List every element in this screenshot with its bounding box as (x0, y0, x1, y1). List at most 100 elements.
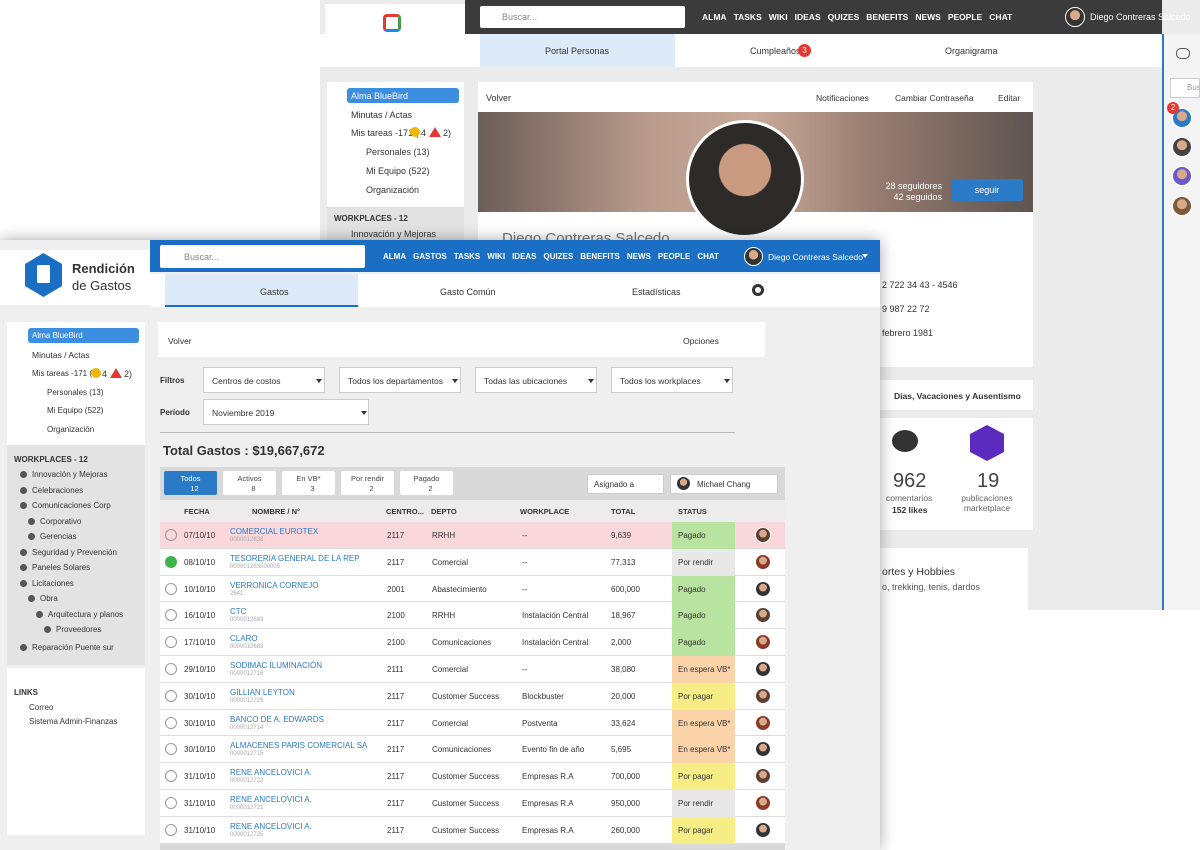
sidebar-item[interactable]: Minutas / Actas (351, 110, 413, 120)
cell-name[interactable]: COMERCIAL EUROTEX (230, 527, 319, 536)
nav-link[interactable]: TASKS (453, 252, 481, 261)
cell-name[interactable]: TESORERIA GENERAL DE LA REP (230, 553, 360, 563)
cell-name[interactable]: RENE ANCELOVICI A. (230, 795, 312, 804)
cell-name[interactable]: SODIMAC ILUMINACIÓN (230, 661, 323, 670)
nav-link[interactable]: WIKI (768, 12, 788, 22)
row-check[interactable] (165, 823, 177, 836)
status-tab[interactable] (164, 471, 217, 495)
nav-link[interactable]: PEOPLE (657, 252, 691, 261)
search-box[interactable]: Buscar... (160, 245, 365, 268)
nav-link[interactable]: PEOPLE (947, 12, 983, 22)
tab[interactable]: Portal Personas (545, 46, 610, 56)
workplace[interactable]: Innovación y Mejoras (351, 229, 437, 239)
nav-link[interactable]: BENEFITS (580, 252, 620, 261)
vacations-title[interactable]: Días, Vacaciones y Ausentismo (894, 391, 1021, 401)
assignee-select[interactable]: Michael Chang (670, 474, 778, 494)
workplace[interactable]: Arquitectura y planos (48, 609, 124, 619)
back-link[interactable]: Volver (486, 93, 512, 103)
row-check[interactable] (165, 529, 177, 541)
sidebar-item[interactable]: Alma BlueBird (32, 331, 83, 340)
sidebar-sub[interactable]: Mi Equipo (522) (47, 406, 104, 415)
tab[interactable]: Gastos (260, 287, 289, 297)
workplace[interactable]: Comunicaciones Corp (32, 501, 111, 510)
back-link[interactable]: Volver (168, 336, 192, 346)
nav-link[interactable]: CHAT (989, 12, 1013, 22)
nav-link[interactable]: ALMA (702, 12, 727, 22)
sidebar-item[interactable]: Mis tareas -171 ( (351, 128, 419, 138)
workplace[interactable]: Licitaciones (32, 578, 74, 588)
nav-link[interactable]: IDEAS (794, 12, 821, 22)
workplace[interactable]: Reparación Puente sur (32, 642, 114, 652)
nav-link[interactable]: GASTOS (413, 252, 447, 261)
workplace[interactable]: Paneles Solares (32, 563, 91, 572)
row-check[interactable] (165, 555, 177, 568)
user-name[interactable]: Diego Contreras Salcedo (1090, 12, 1191, 22)
filter-select[interactable]: Todos los workplaces (611, 367, 733, 393)
period-select[interactable]: Noviembre 2019 (203, 399, 369, 425)
status-tab[interactable] (282, 471, 335, 495)
tab[interactable]: Gasto Común (440, 287, 496, 297)
status-tab[interactable] (400, 471, 453, 495)
nav-link[interactable]: QUIZES (827, 12, 860, 22)
sidebar-sub[interactable]: Mi Equipo (522) (366, 166, 430, 176)
nav-link[interactable]: BENEFITS (866, 12, 909, 22)
nav-link[interactable]: NEWS (626, 252, 651, 261)
profile-action[interactable]: Editar (998, 93, 1021, 103)
filter-select[interactable]: Todas las ubicaciones (475, 367, 597, 393)
workplace[interactable]: Innovación y Mejoras (32, 470, 108, 479)
sidebar-sub[interactable]: Personales (13) (366, 147, 430, 157)
cell-name[interactable]: RENE ANCELOVICI A. (230, 821, 312, 831)
status-tab[interactable] (341, 471, 394, 495)
workplace[interactable]: Proveedores (56, 625, 102, 634)
follow-button[interactable]: seguir (951, 179, 1023, 201)
row-check[interactable] (165, 663, 177, 675)
filter-select[interactable]: Todos los departamentos (339, 367, 461, 393)
rail-search[interactable]: Bus (1170, 78, 1200, 98)
profile-action[interactable]: Cambiar Contraseña (895, 93, 974, 103)
row-check[interactable] (165, 716, 177, 729)
tab[interactable]: Organigrama (945, 46, 998, 56)
workplace[interactable]: Obra (40, 594, 58, 603)
cell-name[interactable]: CTC (230, 607, 247, 617)
cell-name[interactable]: RENE ANCELOVICI A. (230, 768, 312, 778)
nav-link[interactable]: CHAT (697, 252, 719, 261)
row-check[interactable] (165, 689, 177, 702)
status-tab[interactable] (223, 471, 276, 495)
user-name[interactable]: Diego Contreras Salcedo (768, 252, 863, 262)
nav-link[interactable]: ALMA (383, 252, 407, 261)
nav-link[interactable]: NEWS (915, 12, 941, 22)
sidebar-sub[interactable]: Organización (47, 425, 95, 434)
link[interactable]: Sistema Admin-Finanzas (29, 717, 118, 726)
row-check[interactable] (165, 636, 177, 649)
sidebar-item[interactable]: Alma BlueBird (351, 91, 409, 101)
sidebar-sub[interactable]: Organización (366, 185, 420, 195)
tab[interactable]: Estadísticas (632, 287, 681, 297)
sidebar-item[interactable]: Minutas / Actas (32, 350, 90, 360)
workplace[interactable]: Gerencias (40, 532, 77, 541)
workplace[interactable]: Corporativo (40, 516, 82, 526)
row-check[interactable] (165, 743, 177, 756)
options[interactable]: Opciones (683, 336, 719, 346)
row-check[interactable] (165, 770, 177, 783)
filter-select[interactable]: Centros de costos (203, 367, 325, 393)
nav-link[interactable]: IDEAS (512, 252, 537, 261)
row-check[interactable] (165, 797, 177, 809)
profile-action[interactable]: Notificaciones (816, 93, 869, 103)
nav-link[interactable]: QUIZES (543, 252, 574, 261)
cell-name[interactable]: BANCO DE A. EDWARDS (230, 714, 324, 724)
cell-name[interactable]: ALMACENES PARIS COMERCIAL SA (230, 741, 368, 751)
row-check[interactable] (165, 582, 177, 595)
assigned-select[interactable]: Asignado a (587, 474, 664, 494)
row-check[interactable] (165, 609, 177, 622)
workplace[interactable]: Celebraciones (32, 485, 84, 495)
link[interactable]: Correo (29, 703, 54, 712)
cell-name[interactable]: VERRONICA CORNEJO (230, 580, 319, 590)
sidebar-sub[interactable]: Personales (13) (47, 388, 104, 397)
search-box[interactable]: Buscar... (480, 6, 685, 28)
tab[interactable]: Cumpleaños (750, 46, 801, 56)
cell-name[interactable]: CLARO (230, 634, 258, 644)
workplace[interactable]: Seguridad y Prevención (32, 547, 117, 557)
cell-name[interactable]: GILLIAN LEYTON (230, 687, 295, 697)
nav-link[interactable]: WIKI (487, 252, 506, 261)
sidebar-item[interactable]: Mis tareas -171 ( (32, 369, 93, 378)
